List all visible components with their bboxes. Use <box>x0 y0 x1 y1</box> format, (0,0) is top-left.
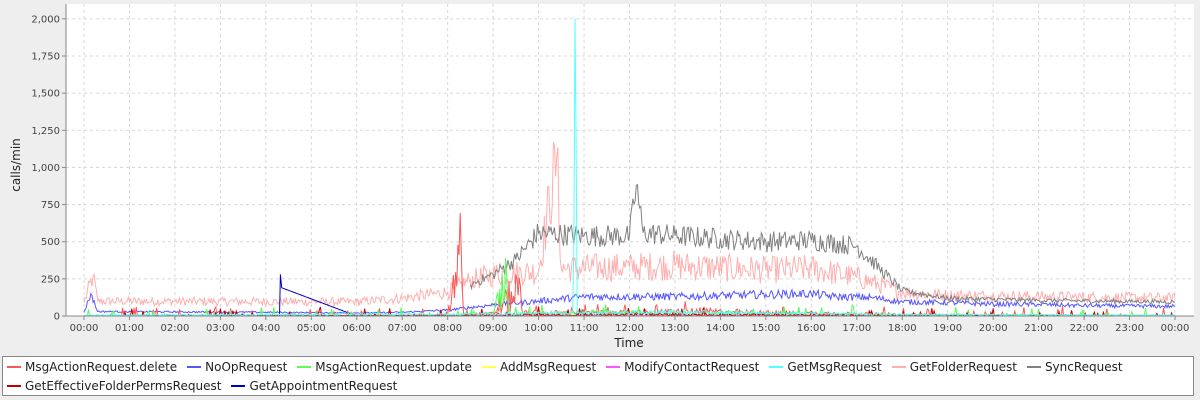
x-tick-label: 11:00 <box>570 323 599 334</box>
x-tick-label: 12:00 <box>615 323 644 334</box>
y-tick-label: 1,250 <box>31 126 60 137</box>
x-tick-label: 22:00 <box>1070 323 1099 334</box>
y-tick-label: 1,000 <box>31 163 60 174</box>
x-tick-label: 06:00 <box>342 323 371 334</box>
y-tick-label: 750 <box>41 200 60 211</box>
legend-label: GetFolderRequest <box>909 359 1017 374</box>
legend-item: GetFolderRequest <box>891 359 1017 374</box>
legend-label: AddMsgRequest <box>499 359 597 374</box>
legend-swatch <box>891 365 906 368</box>
x-tick-label: 21:00 <box>1024 323 1053 334</box>
series-line-nooprequest <box>83 288 1176 315</box>
legend-item: AddMsgRequest <box>481 359 597 374</box>
legend-swatch <box>7 365 21 368</box>
legend-label: SyncRequest <box>1044 359 1123 374</box>
legend-label: GetEffectiveFolderPermsRequest <box>25 378 222 393</box>
x-tick-label: 03:00 <box>206 323 235 334</box>
legend-row: GetEffectiveFolderPermsRequest GetAppoint… <box>3 376 1193 395</box>
x-tick-label: 07:00 <box>388 323 417 334</box>
series-line-getfolderrequest <box>83 142 1176 308</box>
x-tick-label: 02:00 <box>161 323 190 334</box>
x-tick-label: 01:00 <box>115 323 144 334</box>
x-tick-label: 16:00 <box>797 323 826 334</box>
legend-label: NoOpRequest <box>205 359 288 374</box>
x-tick-label: 00:00 <box>1161 323 1190 334</box>
x-tick-label: 05:00 <box>297 323 326 334</box>
legend-row: MsgActionRequest.delete NoOpRequest MsgAct… <box>3 357 1193 376</box>
legend-swatch <box>606 365 621 368</box>
x-tick-label: 15:00 <box>751 323 780 334</box>
y-axis-title: calls/min <box>9 138 23 192</box>
x-tick-label: 18:00 <box>888 323 917 334</box>
legend-swatch <box>231 384 246 387</box>
y-tick-label: 0 <box>54 312 60 323</box>
x-tick-label: 17:00 <box>842 323 871 334</box>
y-tick-label: 500 <box>41 237 60 248</box>
legend-label: MsgActionRequest.delete <box>25 359 178 374</box>
axes: 0 250 500 750 1,000 1,250 1,500 1,750 2,000 00:00… <box>31 4 1194 334</box>
x-tick-label: 19:00 <box>933 323 962 334</box>
legend-swatch <box>7 384 21 387</box>
legend-item: GetAppointmentRequest <box>231 379 397 393</box>
legend-swatch <box>769 365 784 368</box>
x-axis-title: Time <box>613 336 643 350</box>
legend-label: GetMsgRequest <box>787 359 882 374</box>
x-tick-label: 23:00 <box>1115 323 1144 334</box>
x-tick-label: 13:00 <box>661 323 690 334</box>
chart-legend: MsgActionRequest.delete NoOpRequest MsgAct… <box>2 356 1194 396</box>
legend-swatch <box>1026 365 1041 368</box>
legend-item: MsgActionRequest.update <box>297 360 472 374</box>
y-tick-label: 1,750 <box>31 52 60 63</box>
gridlines <box>66 4 1194 317</box>
legend-swatch <box>187 365 202 368</box>
x-tick-label: 10:00 <box>524 323 553 334</box>
x-tick-label: 04:00 <box>251 323 280 334</box>
legend-swatch <box>297 365 312 368</box>
legend-label: GetAppointmentRequest <box>249 378 398 393</box>
series-line-syncrequest <box>469 183 1176 305</box>
x-tick-label: 00:00 <box>70 323 99 334</box>
line-chart: 0 250 500 750 1,000 1,250 1,500 1,750 2,000 00:00… <box>9 4 1194 350</box>
y-tick-label: 1,500 <box>31 89 60 100</box>
legend-swatch <box>481 365 496 368</box>
legend-item: NoOpRequest <box>187 360 287 374</box>
legend-item: SyncRequest <box>1026 359 1123 374</box>
legend-item: GetMsgRequest <box>769 359 882 374</box>
legend-item: MsgActionRequest.delete <box>7 360 177 374</box>
legend-label: MsgActionRequest.update <box>315 359 472 374</box>
y-tick-label: 250 <box>41 274 60 285</box>
x-tick-label: 14:00 <box>706 323 735 334</box>
x-tick-label: 09:00 <box>479 323 508 334</box>
series-line-getmsgrequest <box>83 18 1176 317</box>
x-tick-label: 20:00 <box>979 323 1008 334</box>
legend-label: ModifyContactRequest <box>624 359 760 374</box>
x-tick-label: 08:00 <box>433 323 462 334</box>
y-tick-label: 2,000 <box>31 14 60 25</box>
legend-item: GetEffectiveFolderPermsRequest <box>7 379 221 393</box>
legend-item: ModifyContactRequest <box>606 360 759 374</box>
